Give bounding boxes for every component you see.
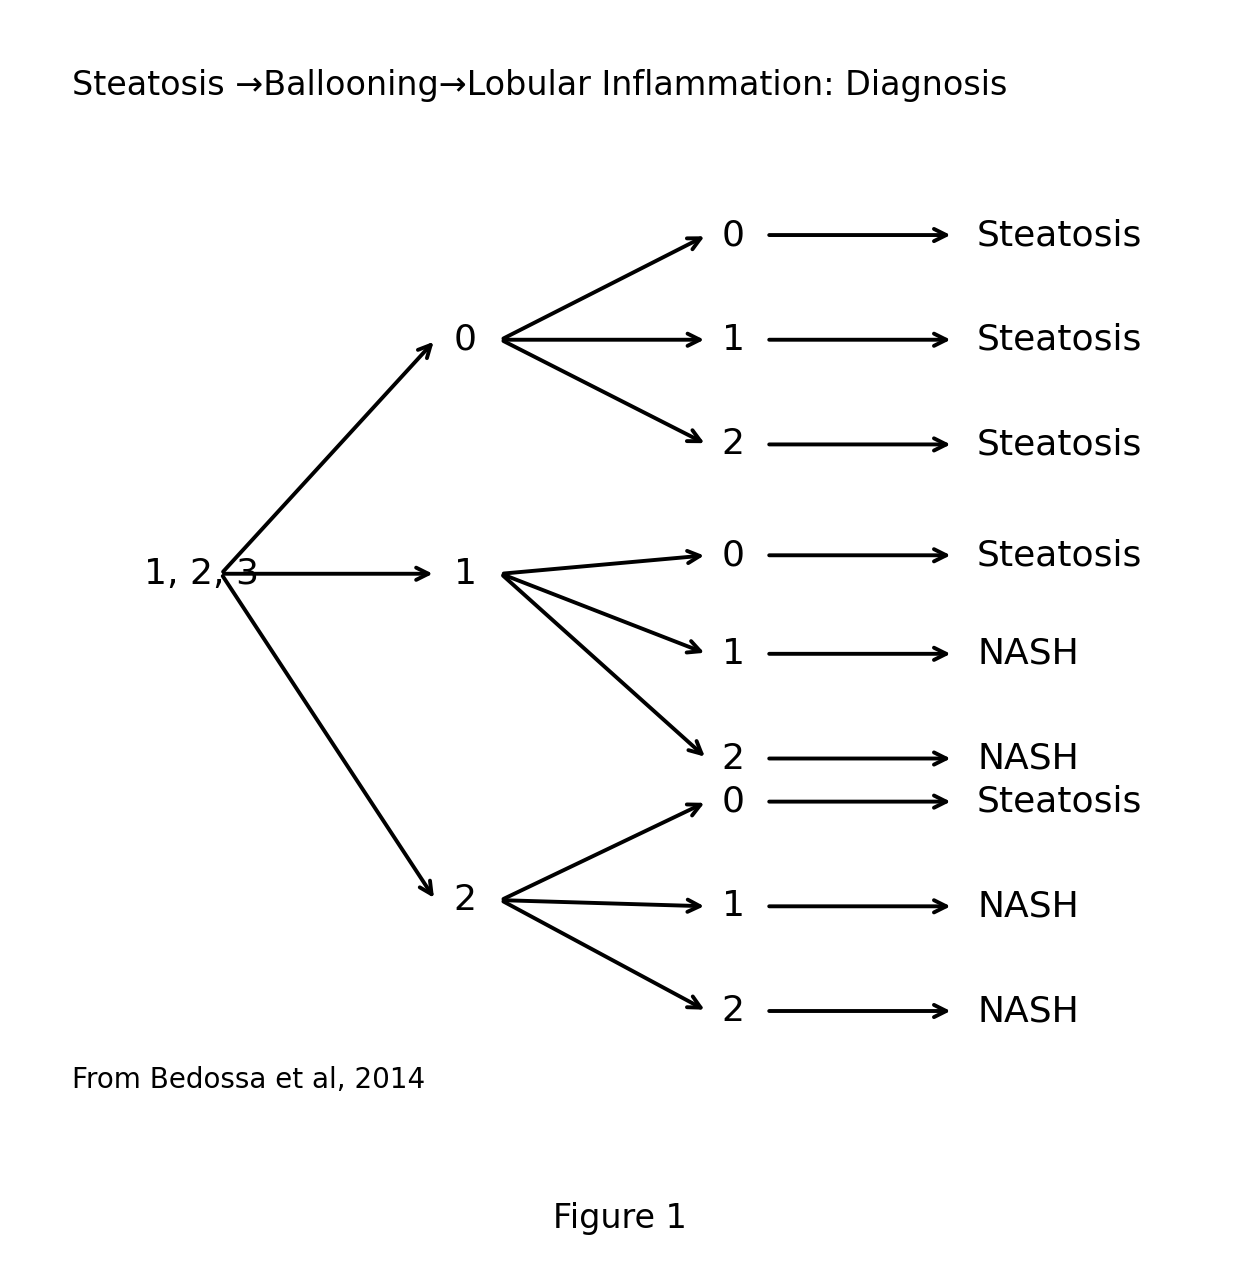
Text: 0: 0 [454, 323, 476, 357]
Text: Steatosis: Steatosis [977, 427, 1142, 462]
Text: NASH: NASH [977, 636, 1079, 671]
Text: 2: 2 [722, 742, 744, 775]
Text: 0: 0 [722, 539, 744, 572]
Text: 1: 1 [454, 557, 476, 590]
Text: NASH: NASH [977, 889, 1079, 924]
Text: NASH: NASH [977, 994, 1079, 1028]
Text: Steatosis: Steatosis [977, 539, 1142, 572]
Text: Steatosis →Ballooning→Lobular Inflammation: Diagnosis: Steatosis →Ballooning→Lobular Inflammati… [72, 69, 1008, 101]
Text: 2: 2 [722, 427, 744, 462]
Text: 1, 2, 3: 1, 2, 3 [144, 557, 259, 590]
Text: 1: 1 [722, 889, 744, 924]
Text: From Bedossa et al, 2014: From Bedossa et al, 2014 [72, 1066, 425, 1094]
Text: Steatosis: Steatosis [977, 323, 1142, 357]
Text: 0: 0 [722, 785, 744, 819]
Text: 2: 2 [454, 883, 476, 917]
Text: 2: 2 [722, 994, 744, 1028]
Text: NASH: NASH [977, 742, 1079, 775]
Text: 0: 0 [722, 218, 744, 251]
Text: Steatosis: Steatosis [977, 218, 1142, 251]
Text: 1: 1 [722, 636, 744, 671]
Text: 1: 1 [722, 323, 744, 357]
Text: Steatosis: Steatosis [977, 785, 1142, 819]
Text: Figure 1: Figure 1 [553, 1202, 687, 1236]
